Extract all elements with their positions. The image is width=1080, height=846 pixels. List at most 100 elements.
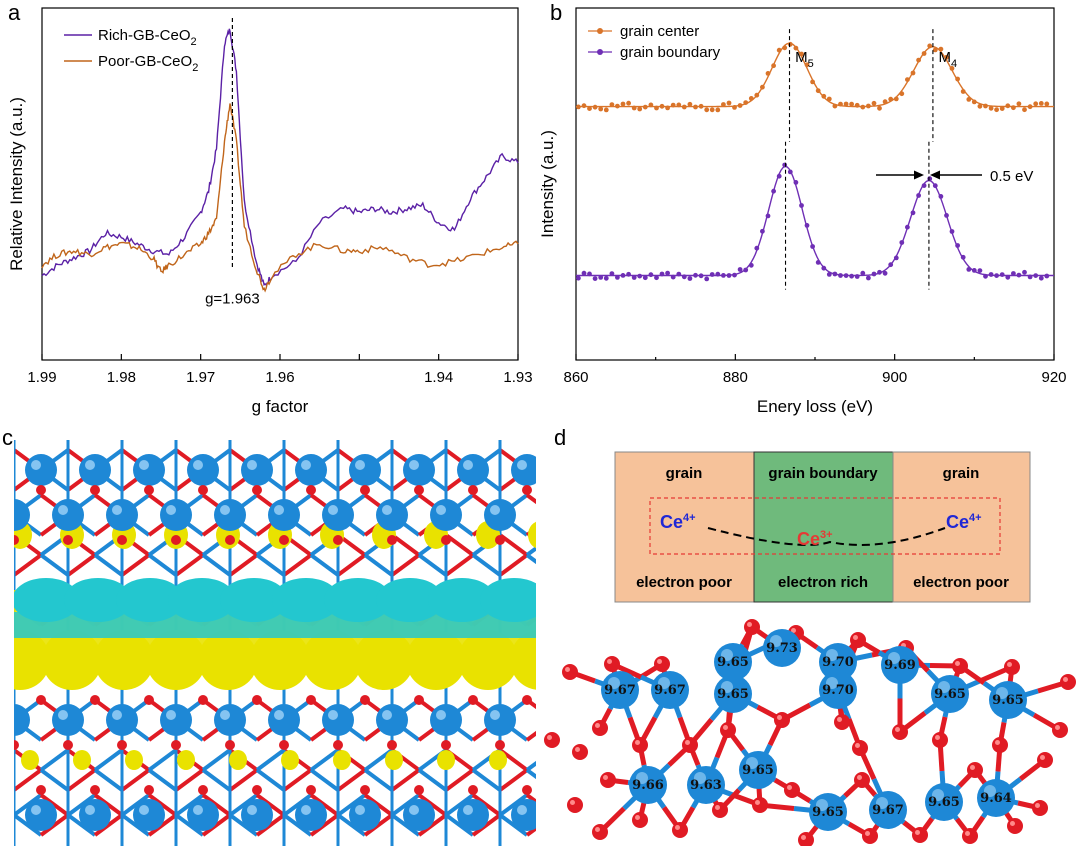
o-atom <box>468 785 478 795</box>
ce-atom-highlight <box>694 772 706 784</box>
chart-b-point <box>910 210 916 216</box>
ce-atom-highlight <box>938 681 950 693</box>
chart-b-point <box>988 272 994 277</box>
lattice-bond <box>498 768 529 792</box>
o-atom-highlight <box>575 747 580 752</box>
lattice-bond <box>336 553 367 577</box>
lattice-bond <box>39 813 70 837</box>
lattice-bond <box>120 813 151 837</box>
lattice-bond <box>14 720 16 723</box>
o-atom-highlight <box>547 735 552 740</box>
lattice-bond <box>282 553 313 577</box>
ce-atom-highlight <box>382 710 392 720</box>
chart-b-point <box>821 265 827 271</box>
o-atom <box>387 535 397 545</box>
o-atom-highlight <box>855 743 860 748</box>
o-atom-highlight <box>895 727 900 732</box>
lattice-bond <box>417 553 448 577</box>
lattice-bond <box>336 768 367 792</box>
isosurface-yellow-small <box>73 750 91 770</box>
lattice-bond <box>14 602 16 605</box>
chart-b-point <box>659 103 665 109</box>
chart-b-point <box>955 76 960 82</box>
o-atom <box>522 785 532 795</box>
o-atom-highlight <box>1010 821 1015 826</box>
isosurface-cyan-lobe <box>272 578 340 622</box>
chart-b-point <box>910 70 916 76</box>
chart-b-point <box>681 274 687 280</box>
chart-b-tick-label: 880 <box>723 369 748 386</box>
o-atom <box>912 827 928 843</box>
o-atom <box>414 485 424 495</box>
ce-charge-label: 9.65 <box>717 687 749 702</box>
ce-atom-highlight <box>436 505 446 515</box>
o-atom <box>360 485 370 495</box>
isosurface-yellow-small <box>21 750 39 770</box>
ce-charge-label: 9.65 <box>742 763 774 778</box>
ce-atom-highlight <box>636 772 648 784</box>
ce-charge-label: 9.65 <box>812 805 844 820</box>
chart-b-point <box>899 91 905 97</box>
diagram-center-bottom: electron rich <box>778 574 868 591</box>
isosurface-yellow-lobe <box>354 630 414 690</box>
lattice-bond <box>14 572 16 575</box>
ce-atom <box>403 454 435 486</box>
o-atom <box>720 722 736 738</box>
lattice-bond <box>471 768 502 792</box>
o-atom-highlight <box>603 775 608 780</box>
chart-a-legend-label: Rich-GB-CeO2 <box>98 27 197 48</box>
chart-b-point <box>721 102 726 107</box>
ce-atom-highlight <box>826 677 838 689</box>
ce-atom-highlight <box>721 681 733 693</box>
isosurface-cyan-lobe <box>428 578 496 622</box>
ce-atom-highlight <box>826 649 838 661</box>
isosurface-yellow-small <box>437 750 455 770</box>
o-atom <box>522 695 532 705</box>
chart-a-epr-spectrum: 1.99 1.98 1.97 1.96 1.94 1.93 g=1.963 g facto… <box>7 7 533 416</box>
lattice-bond <box>66 793 97 817</box>
lattice-bond <box>255 813 286 837</box>
o-atom <box>198 695 208 705</box>
chart-b-point <box>754 245 760 251</box>
chart-b-point <box>576 275 581 281</box>
chart-b-point <box>927 176 933 182</box>
chart-b-point <box>737 103 743 108</box>
o-atom <box>414 695 424 705</box>
chart-b-point <box>944 213 949 218</box>
chart-b-point <box>843 273 849 278</box>
lattice-bond <box>498 793 529 817</box>
o-atom <box>1004 659 1020 675</box>
ce-atom <box>133 454 165 486</box>
chart-b-point <box>615 103 620 109</box>
chart-b-point <box>793 45 799 51</box>
ce-atom-highlight <box>490 505 500 515</box>
lattice-bond <box>201 748 232 772</box>
o-atom <box>1037 752 1053 768</box>
o-atom <box>171 535 181 545</box>
chart-b-point <box>810 79 815 85</box>
ce-atom-highlight <box>58 505 68 515</box>
chart-b-point <box>704 276 710 282</box>
chart-b-point <box>882 270 888 276</box>
ce-atom <box>484 499 516 531</box>
lattice-bond <box>255 793 286 817</box>
chart-b-point <box>905 224 910 230</box>
chart-b-point <box>815 88 821 94</box>
chart-b-point <box>648 272 654 278</box>
lattice-bond <box>525 545 536 557</box>
chart-b-point <box>815 260 821 265</box>
chart-b-point <box>670 274 676 280</box>
lattice-bond <box>147 553 178 577</box>
ce-atom <box>106 499 138 531</box>
lattice-bond <box>174 813 205 837</box>
o-atom <box>63 740 73 750</box>
isosurface-yellow-small <box>541 750 559 770</box>
ce-atom-highlight <box>816 799 828 811</box>
isosurface-cyan-lobe <box>324 578 392 622</box>
ce-atom <box>133 799 165 831</box>
chart-b-point <box>631 275 637 280</box>
ce-atom <box>538 499 570 531</box>
chart-b-shift-label: 0.5 eV <box>990 168 1033 185</box>
isosurface-yellow-small <box>281 750 299 770</box>
ce-atom-highlight <box>139 805 149 815</box>
